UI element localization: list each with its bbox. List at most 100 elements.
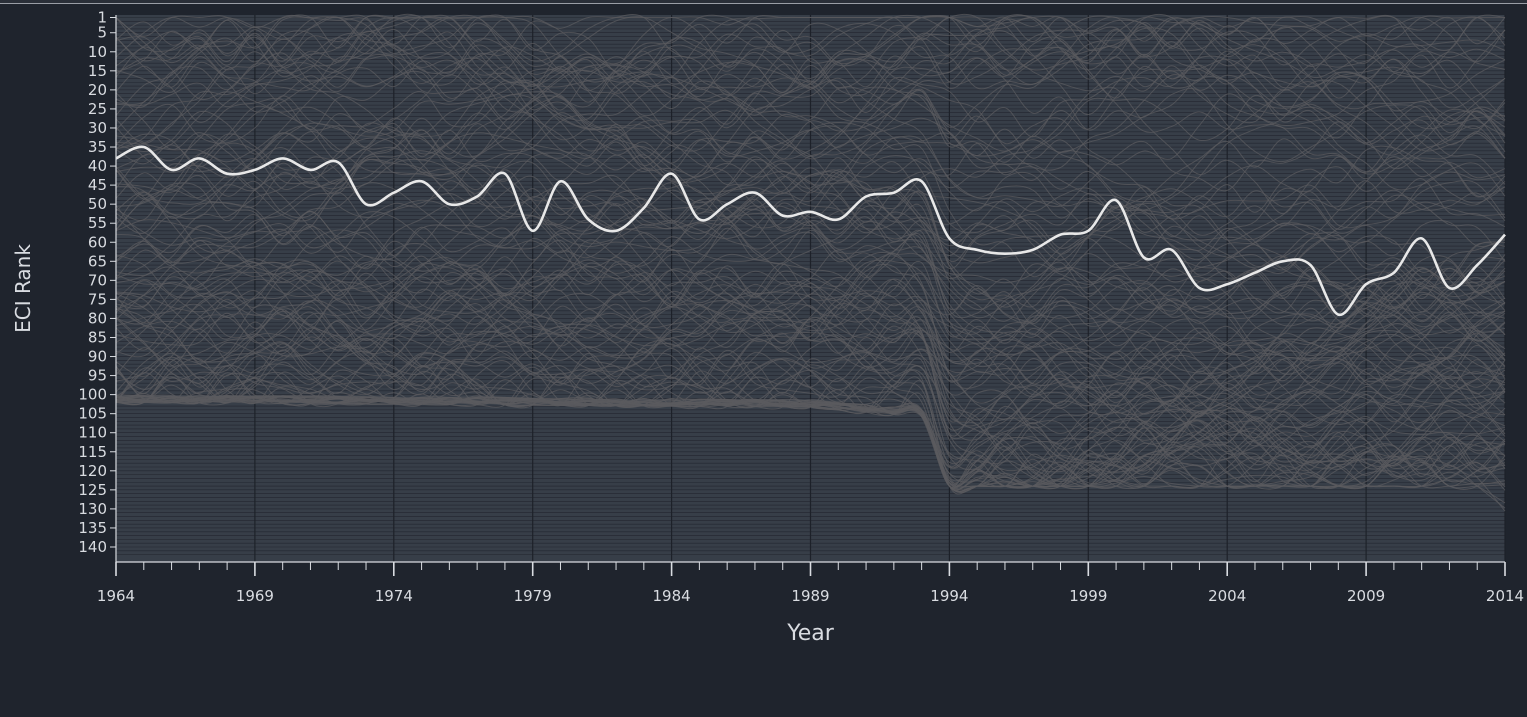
- background-series-line: [115, 255, 1506, 407]
- background-series-line: [115, 167, 1506, 424]
- background-series-line: [115, 317, 1506, 489]
- y-tick-label: 140: [78, 538, 107, 556]
- y-axis-title: ECI Rank: [11, 244, 35, 333]
- background-series-line: [115, 15, 1506, 108]
- highlight-series: [115, 145, 1506, 316]
- y-tick-label: 5: [97, 24, 107, 42]
- y-tick-label: 75: [88, 290, 107, 308]
- background-series-line: [115, 150, 1506, 489]
- background-series-line: [115, 36, 1506, 271]
- background-series-line: [115, 14, 1506, 136]
- top-border: [0, 0, 1527, 4]
- background-series-line: [115, 69, 1506, 229]
- background-series-line: [115, 134, 1506, 291]
- background-series-line: [115, 14, 1506, 171]
- background-series-line: [115, 22, 1506, 355]
- background-series-line: [115, 16, 1506, 327]
- y-axis: 1510152025303540455055606570758085909510…: [78, 9, 117, 562]
- background-series-line: [115, 269, 1506, 427]
- background-series-line: [115, 233, 1506, 405]
- x-tick-label: 1979: [514, 587, 552, 605]
- y-tick-label: 130: [78, 500, 107, 518]
- background-series-line: [115, 158, 1506, 342]
- background-series-line: [115, 65, 1506, 234]
- y-tick-label: 90: [88, 348, 107, 366]
- y-tick-label: 30: [88, 119, 107, 137]
- y-tick-label: 95: [88, 367, 107, 385]
- background-series-line: [115, 14, 1506, 191]
- x-tick-label: 1964: [97, 587, 135, 605]
- background-series-line: [115, 14, 1506, 159]
- background-series-line: [115, 211, 1506, 486]
- background-series-line: [115, 46, 1506, 263]
- x-tick-label: 1969: [236, 587, 274, 605]
- x-tick-label: 1999: [1069, 587, 1107, 605]
- y-tick-label: 55: [88, 214, 107, 232]
- background-series-line: [115, 145, 1506, 319]
- highlight-series-line: [115, 145, 1506, 316]
- y-tick-label: 40: [88, 157, 107, 175]
- background-series-line: [115, 95, 1506, 319]
- y-tick-label: 65: [88, 252, 107, 270]
- background-series-line: [115, 57, 1506, 226]
- background-series-line: [115, 162, 1506, 393]
- background-series-line: [115, 308, 1506, 489]
- background-series-line: [115, 91, 1506, 369]
- background-series-line: [115, 238, 1506, 487]
- x-tick-label: 2004: [1208, 587, 1246, 605]
- background-series-line: [115, 16, 1506, 139]
- y-tick-label: 80: [88, 309, 107, 327]
- background-series-line: [115, 337, 1506, 493]
- background-series-line: [115, 13, 1506, 241]
- background-series-line: [115, 14, 1506, 246]
- background-series-line: [115, 222, 1506, 368]
- background-series-line: [115, 300, 1506, 460]
- background-series-line: [115, 395, 1506, 489]
- background-series-line: [115, 279, 1506, 416]
- x-tick-label: 1989: [791, 587, 829, 605]
- background-series-line: [115, 14, 1506, 228]
- background-series-line: [115, 395, 1506, 489]
- x-axis: 1964 1969 1974 1979 1984 1989 1994 1999 2004 2009…: [97, 561, 1524, 605]
- y-tick-label: 125: [78, 481, 107, 499]
- x-tick-label: 2014: [1486, 587, 1524, 605]
- y-tick-label: 60: [88, 233, 107, 251]
- background-series-line: [115, 367, 1506, 490]
- y-tick-label: 25: [88, 100, 107, 118]
- background-series-line: [115, 17, 1506, 172]
- y-tick-label: 45: [88, 176, 107, 194]
- background-series-line: [115, 253, 1506, 395]
- background-series-line: [115, 33, 1506, 158]
- background-series: [115, 13, 1506, 512]
- background-series-line: [115, 190, 1506, 388]
- y-tick-label: 15: [88, 62, 107, 80]
- background-series-line: [115, 239, 1506, 490]
- y-tick-label: 110: [78, 424, 107, 442]
- y-tick-label: 115: [78, 443, 107, 461]
- background-series-line: [115, 79, 1506, 369]
- background-series-line: [115, 126, 1506, 489]
- background-series-line: [115, 191, 1506, 325]
- background-series-line: [115, 16, 1506, 234]
- background-series-line: [115, 49, 1506, 203]
- x-tick-label: 2009: [1347, 587, 1385, 605]
- y-tick-label: 50: [88, 195, 107, 213]
- background-series-line: [115, 14, 1506, 130]
- y-tick-label: 10: [88, 43, 107, 61]
- y-tick-label: 105: [78, 405, 107, 423]
- background-series-line: [115, 280, 1506, 504]
- background-series-line: [115, 160, 1506, 351]
- background-series-line: [115, 316, 1506, 490]
- y-tick-label: 20: [88, 81, 107, 99]
- y-tick-label: 135: [78, 519, 107, 537]
- background-series-line: [115, 252, 1506, 439]
- y-tick-label: 1: [97, 9, 107, 27]
- y-tick-label: 120: [78, 462, 107, 480]
- background-series-line: [115, 292, 1506, 401]
- background-series-line: [115, 358, 1506, 489]
- x-tick-label: 1984: [653, 587, 691, 605]
- x-tick-label: 1974: [375, 587, 413, 605]
- background-series-line: [115, 175, 1506, 482]
